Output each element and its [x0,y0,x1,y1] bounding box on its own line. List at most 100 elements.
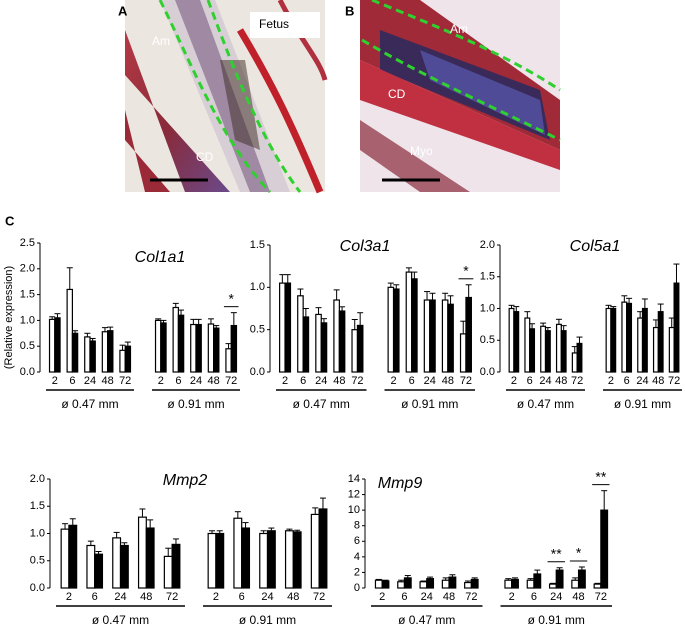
x-tick-label: 24 [114,591,126,603]
bar [441,579,450,589]
bar [426,578,435,589]
group-label: ø 0.47 mm [293,397,350,411]
x-tick-label: 72 [166,591,178,603]
bar [423,299,431,373]
y-tick-label: 0.0 [20,366,35,378]
bar [163,555,173,589]
y-tick-label: 2 [354,566,360,578]
bar [297,295,304,373]
y-tick-label: 1.5 [250,239,265,251]
bar [540,325,547,373]
bar [279,282,286,373]
bar [86,544,96,589]
y-tick-label: 12 [348,488,360,500]
y-tick-label: 0.0 [250,366,265,378]
bar [526,579,535,589]
bar [504,579,513,589]
x-tick-label: 24 [315,375,327,387]
bar [600,509,609,589]
bar [177,314,185,373]
bar [374,579,383,589]
x-tick-label: 72 [465,591,477,603]
bar [172,306,179,373]
bar [508,307,515,373]
y-axis-label: (Relative expression) [3,266,15,369]
bar [137,516,147,589]
bar [94,553,104,589]
x-tick-label: 48 [207,375,219,387]
annotation: Am [152,34,170,48]
y-tick-label: 1.0 [30,527,45,539]
x-tick-label: 72 [313,591,325,603]
bar [548,583,557,589]
panel-label: B [345,3,354,18]
x-tick-label: 6 [69,375,75,387]
significance-mark: ** [595,468,606,484]
y-tick-label: 2.0 [20,263,35,275]
x-tick-label: 6 [409,375,415,387]
x-tick-label: 24 [636,375,648,387]
bar [145,527,155,589]
y-tick-label: 2.0 [480,239,495,251]
bar [171,543,181,589]
chart-title: Mmp9 [378,475,423,492]
bar [215,532,225,589]
y-tick-label: 0 [354,582,360,594]
x-tick-label: 24 [190,375,202,387]
x-tick-label: 24 [84,375,96,387]
x-tick-label: 48 [442,375,454,387]
bar [652,326,659,373]
y-tick-label: 0.5 [250,324,265,336]
micrograph-b [360,0,561,192]
y-tick-label: 1.5 [480,271,495,283]
bar [106,330,114,373]
bar [266,530,276,589]
group-label: ø 0.91 mm [528,613,585,627]
bar [190,323,197,373]
bar [392,288,400,373]
bar [465,296,472,373]
significance-mark: * [463,262,469,278]
significance-mark: * [228,290,234,306]
x-tick-label: 6 [92,591,98,603]
bar [403,577,412,589]
y-tick-label: 6 [354,535,360,547]
x-tick-label: 2 [379,591,385,603]
bar [429,299,436,373]
annotation: Fetus [259,17,289,31]
group-label: ø 0.91 mm [167,397,224,411]
bar [593,583,602,589]
x-tick-label: 2 [52,375,58,387]
y-tick-label: 0.0 [480,366,495,378]
annotation: Am [450,22,468,36]
bar [154,319,162,373]
bar [621,301,628,373]
bar [356,324,364,373]
group-label: ø 0.91 mm [239,613,296,627]
chart-title: Mmp2 [163,472,208,489]
chart-title: Col1a1 [135,249,186,266]
panel-label: C [5,213,15,228]
bar [576,342,583,373]
y-tick-label: 1.0 [20,314,35,326]
bar [71,332,79,373]
x-tick-label: 2 [390,375,396,387]
bar [673,282,680,373]
x-tick-label: 72 [119,375,131,387]
bar [405,271,413,373]
group-label: ø 0.47 mm [61,397,118,411]
group-label: ø 0.47 mm [398,613,455,627]
annotation: CD [196,150,214,164]
x-tick-label: 72 [225,375,237,387]
y-tick-label: 14 [348,473,360,485]
x-tick-label: 24 [550,591,562,603]
bar [513,311,520,373]
bar [160,322,167,373]
bar [213,327,220,373]
micrograph-a [125,0,328,194]
bar [387,286,395,373]
group-label: ø 0.47 mm [92,613,149,627]
chart-title: Col3a1 [340,238,391,255]
bar [511,578,519,589]
